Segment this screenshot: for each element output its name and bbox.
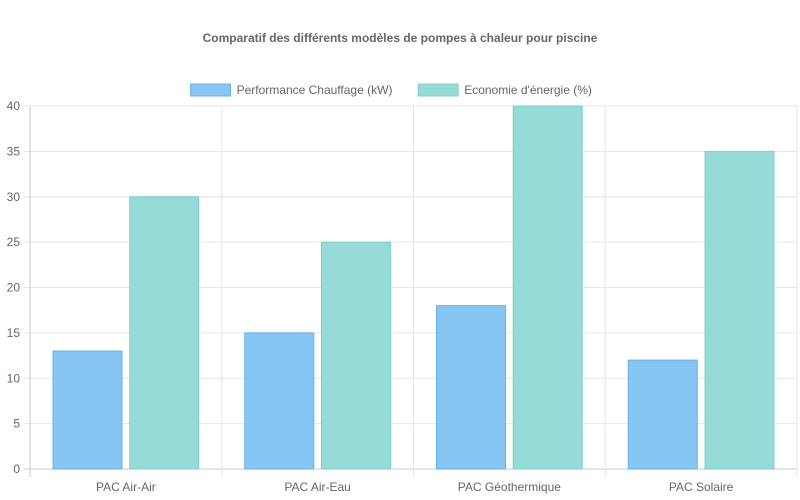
x-tick-label: PAC Air-Eau xyxy=(284,480,350,494)
x-tick-label: PAC Géothermique xyxy=(458,480,561,494)
legend-item[interactable]: Performance Chauffage (kW) xyxy=(190,83,393,97)
y-tick-label: 0 xyxy=(13,462,20,476)
legend: Performance Chauffage (kW) Economie d'éne… xyxy=(190,83,592,97)
legend-label: Economie d'énergie (%) xyxy=(464,83,592,97)
bar-performance[interactable] xyxy=(244,332,315,470)
bar-performance[interactable] xyxy=(52,350,123,470)
y-tick-label: 20 xyxy=(7,281,21,295)
y-tick-label: 35 xyxy=(7,144,21,158)
y-tick-label: 40 xyxy=(7,99,21,113)
bar-performance[interactable] xyxy=(436,305,507,470)
bar-economie[interactable] xyxy=(129,196,200,470)
x-tick-label: PAC Air-Air xyxy=(96,480,156,494)
x-tick-label: PAC Solaire xyxy=(669,480,734,494)
legend-item[interactable]: Economie d'énergie (%) xyxy=(417,83,592,97)
legend-swatch xyxy=(417,83,459,97)
bars xyxy=(52,105,775,470)
bar-economie[interactable] xyxy=(320,241,391,470)
y-tick-label: 15 xyxy=(7,326,21,340)
y-tick-label: 25 xyxy=(7,235,21,249)
chart-title: Comparatif des différents modèles de pom… xyxy=(203,31,598,45)
y-tick-label: 30 xyxy=(7,190,21,204)
bar-performance[interactable] xyxy=(627,359,698,470)
y-tick-label: 10 xyxy=(7,371,21,385)
legend-label: Performance Chauffage (kW) xyxy=(237,83,393,97)
y-tick-label: 5 xyxy=(13,417,20,431)
bar-economie[interactable] xyxy=(704,150,775,470)
legend-swatch xyxy=(190,83,232,97)
bar-economie[interactable] xyxy=(512,105,583,470)
axes: 0 5 10 15 20 25 30 35 40 PAC Air-Air PAC Air-Eau PA… xyxy=(7,99,734,494)
